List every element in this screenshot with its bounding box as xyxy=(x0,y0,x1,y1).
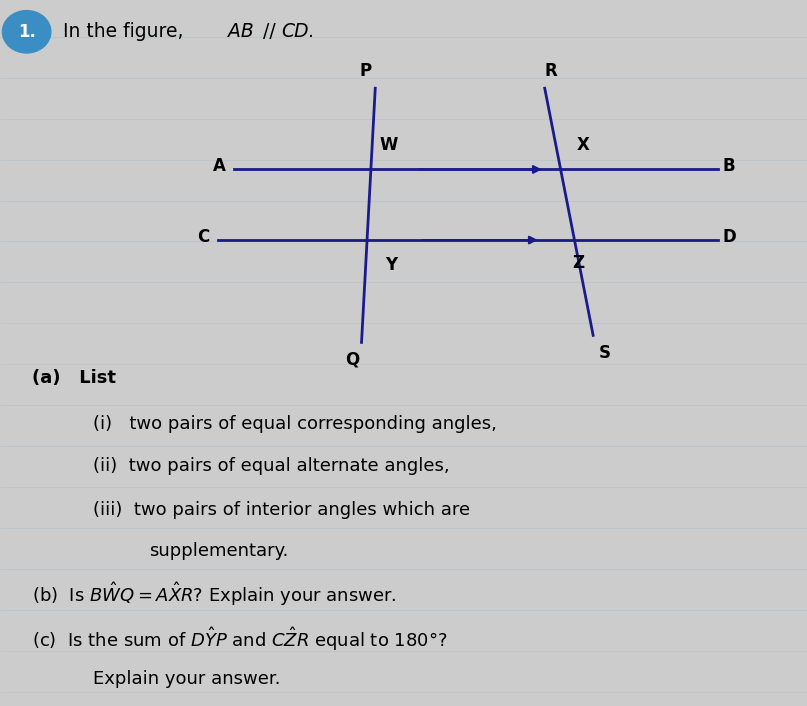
Text: (i)   two pairs of equal corresponding angles,: (i) two pairs of equal corresponding ang… xyxy=(93,414,496,433)
Text: 1.: 1. xyxy=(18,23,36,41)
Text: Z: Z xyxy=(572,254,585,272)
Text: W: W xyxy=(380,136,398,154)
Text: A: A xyxy=(213,157,226,175)
Text: AB: AB xyxy=(228,22,254,40)
Text: R: R xyxy=(545,62,558,80)
Text: S: S xyxy=(600,344,611,361)
Text: CD: CD xyxy=(281,22,308,40)
Text: (iii)  two pairs of interior angles which are: (iii) two pairs of interior angles which… xyxy=(93,501,470,519)
Text: D: D xyxy=(722,227,736,246)
Text: X: X xyxy=(576,136,589,154)
Text: //: // xyxy=(257,22,282,40)
Text: (a)   List: (a) List xyxy=(32,369,116,387)
Text: (c)  Is the sum of $D\hat{Y}P$ and $C\hat{Z}R$ equal to 180°?: (c) Is the sum of $D\hat{Y}P$ and $C\hat… xyxy=(32,625,448,653)
Text: (b)  Is $B\hat{W}Q = A\hat{X}R$? Explain your answer.: (b) Is $B\hat{W}Q = A\hat{X}R$? Explain … xyxy=(32,580,397,609)
Text: B: B xyxy=(722,157,735,175)
Text: supplementary.: supplementary. xyxy=(149,542,289,560)
Text: Q: Q xyxy=(345,351,359,369)
Text: Explain your answer.: Explain your answer. xyxy=(93,670,280,688)
Text: .: . xyxy=(308,22,314,40)
Text: C: C xyxy=(198,227,210,246)
Text: Y: Y xyxy=(385,256,398,273)
Circle shape xyxy=(2,11,51,53)
Text: P: P xyxy=(359,62,372,80)
Text: (ii)  two pairs of equal alternate angles,: (ii) two pairs of equal alternate angles… xyxy=(93,457,449,475)
Text: In the figure,: In the figure, xyxy=(63,22,190,40)
